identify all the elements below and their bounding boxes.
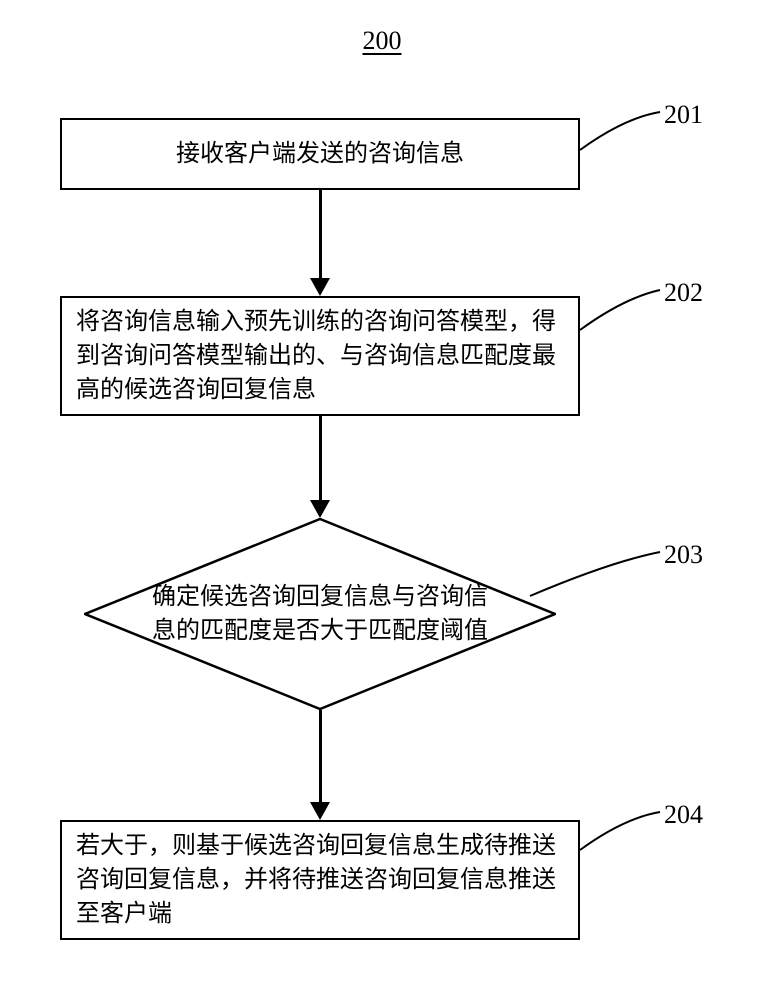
flowchart-canvas: 200 接收客户端发送的咨询信息 201 将咨询信息输入预先训练的咨询问答模型，得到咨… (0, 0, 760, 1000)
figure-title: 200 (342, 26, 422, 56)
leader-line (578, 810, 662, 852)
arrow-down-icon (310, 802, 330, 820)
step-number-label: 201 (664, 100, 703, 130)
flow-step-n2: 将咨询信息输入预先训练的咨询问答模型，得到咨询问答模型输出的、与咨询信息匹配度最… (60, 296, 580, 416)
arrow-down-icon (310, 500, 330, 518)
flow-decision-text: 确定候选咨询回复信息与咨询信息的匹配度是否大于匹配度阈值 (150, 553, 490, 676)
flow-decision-n3: 确定候选咨询回复信息与咨询信息的匹配度是否大于匹配度阈值 (84, 518, 556, 710)
arrow-down-icon (310, 278, 330, 296)
connector-line (319, 416, 322, 500)
flow-step-text: 接收客户端发送的咨询信息 (176, 137, 464, 171)
connector-line (319, 190, 322, 278)
step-number-label: 203 (664, 540, 703, 570)
step-number-label: 204 (664, 800, 703, 830)
flow-step-text: 若大于，则基于候选咨询回复信息生成待推送咨询回复信息，并将待推送咨询回复信息推送… (76, 829, 564, 931)
leader-line (528, 550, 662, 598)
leader-line (578, 110, 662, 152)
flow-step-n1: 接收客户端发送的咨询信息 (60, 118, 580, 190)
flow-step-n4: 若大于，则基于候选咨询回复信息生成待推送咨询回复信息，并将待推送咨询回复信息推送… (60, 820, 580, 940)
flow-step-text: 将咨询信息输入预先训练的咨询问答模型，得到咨询问答模型输出的、与咨询信息匹配度最… (76, 305, 564, 407)
connector-line (319, 710, 322, 802)
leader-line (578, 288, 662, 332)
step-number-label: 202 (664, 278, 703, 308)
